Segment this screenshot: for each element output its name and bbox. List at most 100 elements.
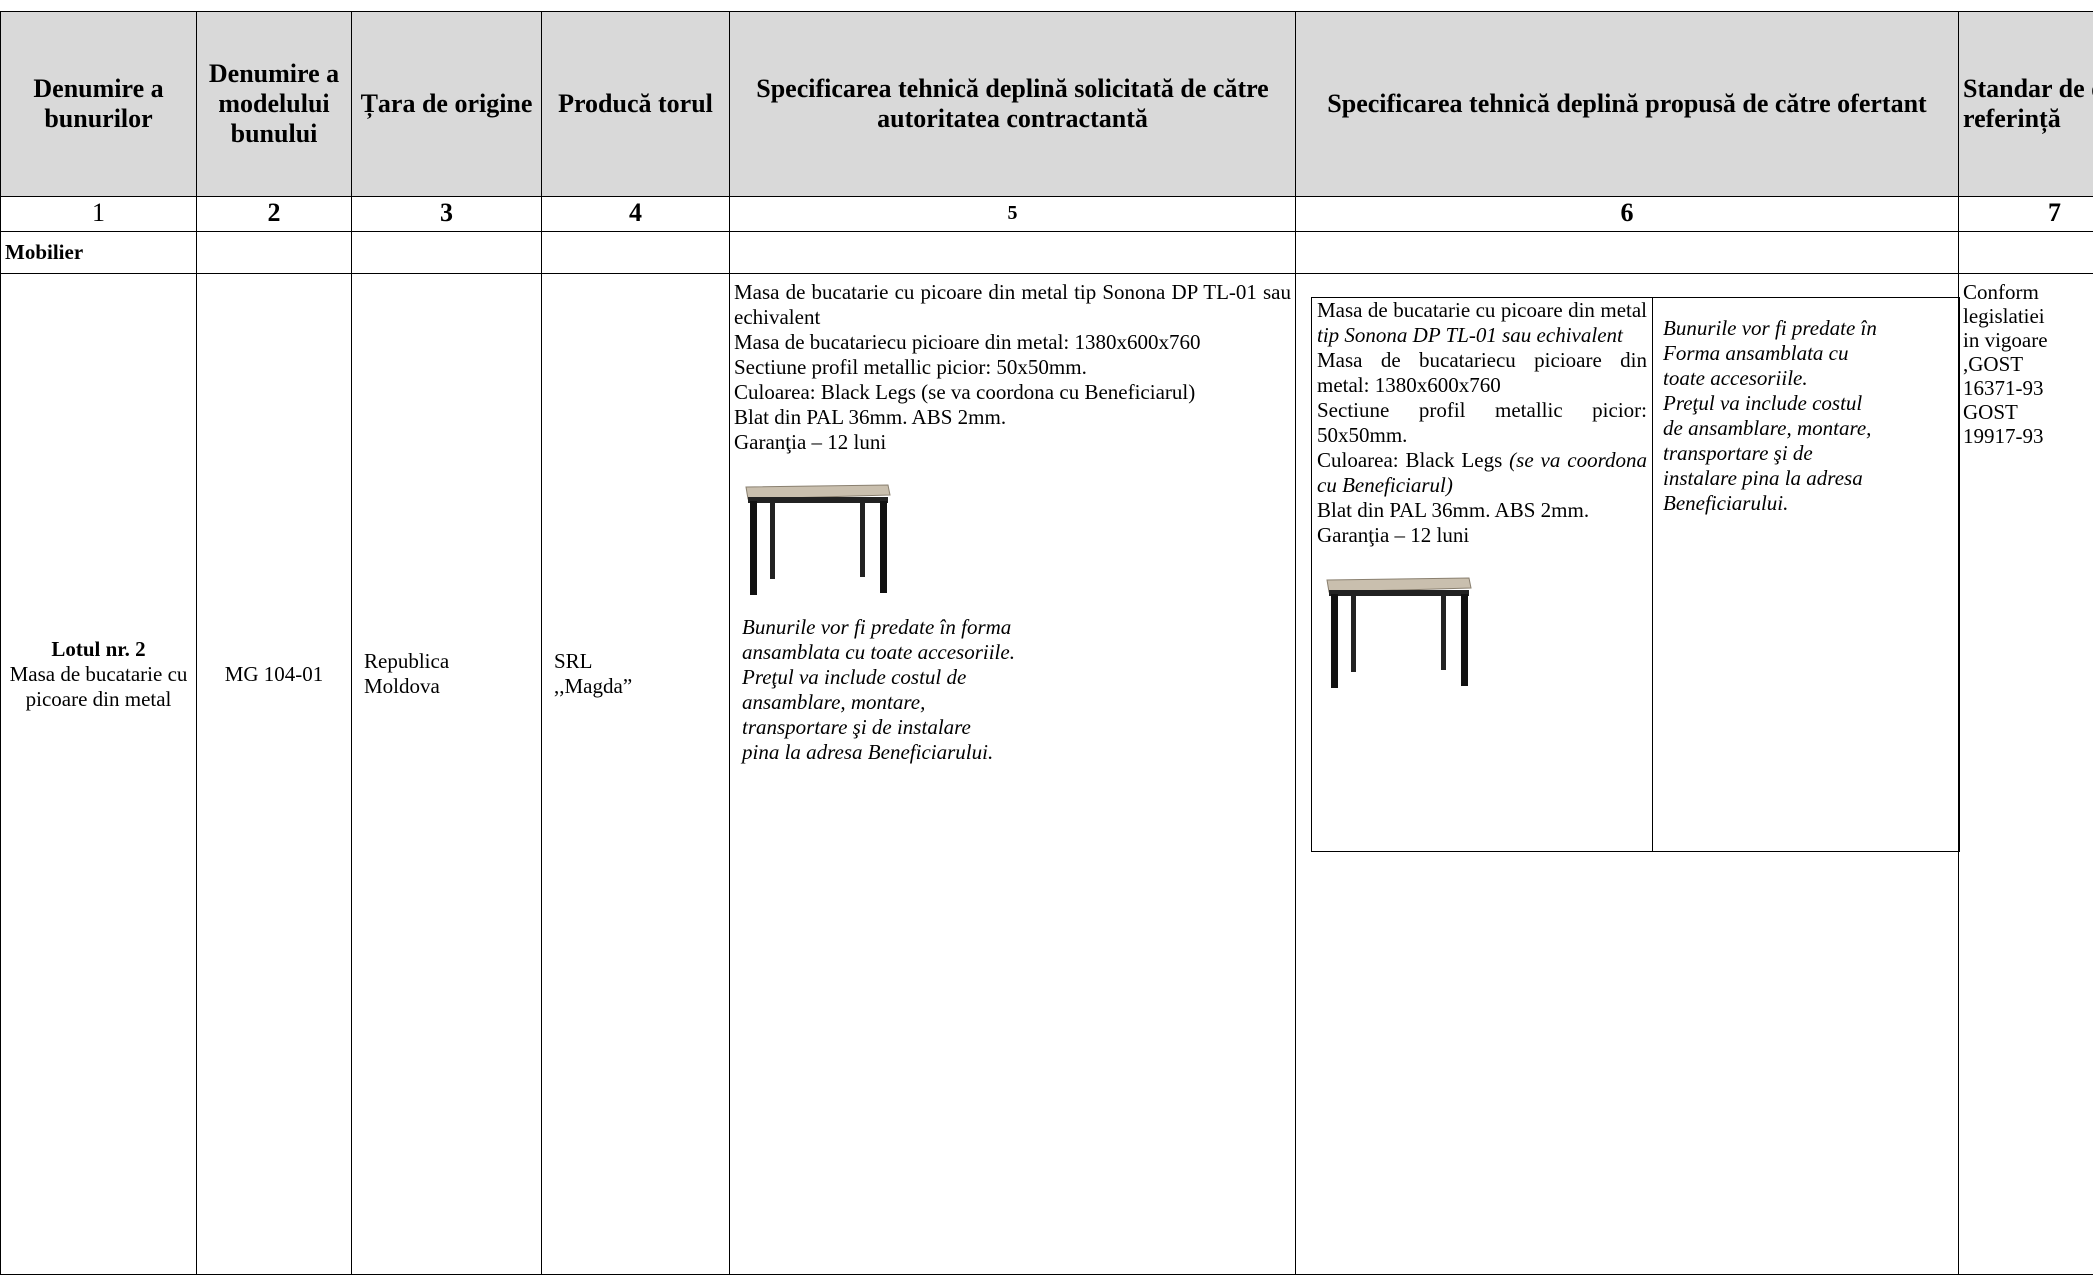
table-image (1321, 568, 1481, 698)
text-part: Masa de bucatariecu picioare din metal: … (734, 330, 1201, 354)
text-line: Sectiune profil metallic picior: 50x50mm… (1317, 398, 1647, 448)
producer: SRL ,,Magda” (554, 649, 664, 699)
text-part: tip Sonona DP TL-01 sau echivalent (1317, 323, 1623, 347)
text-part: Garanţia – 12 luni (1317, 523, 1469, 547)
number-cell: 3 (352, 197, 542, 232)
text-line: transportare şi de instalare (742, 715, 1291, 740)
text-part: transportare şi de (1663, 441, 1813, 465)
header-cell: Specificarea tehnică deplină solicitată … (730, 12, 1296, 197)
text-line: Masa de bucatarie cu picoare din metal t… (734, 280, 1291, 330)
text-part: Preţul va include costul de (742, 665, 966, 689)
text-part: pina la adresa Beneficiarului. (742, 740, 993, 764)
text-part: Culoarea: Black Legs (se va coordona cu … (734, 380, 1195, 404)
text-part: Preţul va include costul (1663, 391, 1862, 415)
lot-title: Lotul nr. 2 (5, 637, 192, 662)
number-cell: 2 (197, 197, 352, 232)
text-line: Sectiune profil metallic picior: 50x50mm… (734, 355, 1291, 380)
header-cell: Țara de origine (352, 12, 542, 197)
producer-cell: SRL ,,Magda” (542, 274, 730, 1275)
text-part: Garanţia – 12 luni (734, 430, 886, 454)
text-part: instalare pina la adresa (1663, 466, 1863, 490)
text-line: toate accesoriile. (1663, 366, 1949, 391)
text-line: Garanţia – 12 luni (1317, 523, 1647, 548)
offered-box: Masa de bucatarie cu picoare din metal t… (1311, 297, 1960, 852)
text-line: Forma ansamblata cu (1663, 341, 1949, 366)
text-line: Bunurile vor fi predate în forma (742, 615, 1291, 640)
cell (1296, 232, 1959, 274)
text-part: Sectiune profil metallic picior: 50x50mm… (1317, 398, 1647, 447)
cell (730, 232, 1296, 274)
number-row: 1 2 3 4 5 6 7 (1, 197, 2093, 232)
spec-required-cell: Masa de bucatarie cu picoare din metal t… (730, 274, 1296, 1275)
text-line: Preţul va include costul de (742, 665, 1291, 690)
text-line: Preţul va include costul (1663, 391, 1949, 416)
cell (197, 232, 352, 274)
text-part: Culoarea: Black Legs (1317, 448, 1509, 472)
text-line: 16371-93 (1963, 376, 2093, 400)
text-part: Blat din PAL 36mm. ABS 2mm. (734, 405, 1006, 429)
text-line: in vigoare (1963, 328, 2093, 352)
text-line: legislatiei (1963, 304, 2093, 328)
text-line: Masa de bucatarie cu picoare din metal t… (1317, 298, 1647, 348)
text-part: Forma ansamblata cu (1663, 341, 1849, 365)
text-part: toate accesoriile. (1663, 366, 1808, 390)
text-line: instalare pina la adresa (1663, 466, 1949, 491)
model-cell: MG 104-01 (197, 274, 352, 1275)
text-line: Garanţia – 12 luni (734, 430, 1291, 455)
cell (542, 232, 730, 274)
page: Denumire a bunurilor Denumire a modelulu… (0, 0, 2093, 907)
number-cell: 7 (1959, 197, 2093, 232)
table-image (740, 475, 900, 605)
text-part: Sectiune profil metallic picior: 50x50mm… (734, 355, 1087, 379)
spec-lines: Masa de bucatarie cu picoare din metal t… (734, 280, 1291, 455)
text-line: pina la adresa Beneficiarului. (742, 740, 1291, 765)
text-line: transportare şi de (1663, 441, 1949, 466)
origin: Republica Moldova (364, 649, 474, 699)
section-row: Mobilier (1, 232, 2093, 274)
text-part: Bunurile vor fi predate în forma (742, 615, 1011, 639)
number-cell: 6 (1296, 197, 1959, 232)
text-line: Culoarea: Black Legs (se va coordona cu … (1317, 448, 1647, 498)
model: MG 104-01 (225, 662, 324, 686)
lot-desc: Masa de bucatarie cu picoare din metal (5, 662, 192, 712)
text-part: de ansamblare, montare, (1663, 416, 1871, 440)
lot-cell: Lotul nr. 2 Masa de bucatarie cu picoare… (1, 274, 197, 1275)
header-row: Denumire a bunurilor Denumire a modelulu… (1, 12, 2093, 197)
header-cell: Denumire a bunurilor (1, 12, 197, 197)
text-part: Blat din PAL 36mm. ABS 2mm. (1317, 498, 1589, 522)
header-cell: Specificarea tehnică deplină propusă de … (1296, 12, 1959, 197)
text-line: Conform (1963, 280, 2093, 304)
text-line: 19917-93 (1963, 424, 2093, 448)
text-line: ,GOST (1963, 352, 2093, 376)
text-line: GOST (1963, 400, 2093, 424)
number-cell: 1 (1, 197, 197, 232)
header-cell: Denumire a modelului bunului (197, 12, 352, 197)
offered-spec: Masa de bucatarie cu picoare din metal t… (1312, 298, 1653, 851)
text-part: transportare şi de instalare (742, 715, 971, 739)
text-line: ansamblata cu toate accesoriile. (742, 640, 1291, 665)
origin-cell: Republica Moldova (352, 274, 542, 1275)
header-cell: Producă torul (542, 12, 730, 197)
header-cell: Standar de de referință (1959, 12, 2093, 197)
cell (1959, 232, 2093, 274)
number-cell: 5 (730, 197, 1296, 232)
text-line: Blat din PAL 36mm. ABS 2mm. (1317, 498, 1647, 523)
text-line: de ansamblare, montare, (1663, 416, 1949, 441)
text-line: Bunurile vor fi predate în (1663, 316, 1949, 341)
text-part: Masa de bucatariecu picioare din metal: … (1317, 348, 1647, 397)
offered-lines: Masa de bucatarie cu picoare din metal t… (1317, 298, 1647, 548)
number-cell: 4 (542, 197, 730, 232)
text-part: Masa de bucatarie cu picoare din metal t… (734, 280, 1291, 329)
cell (352, 232, 542, 274)
text-line: Culoarea: Black Legs (se va coordona cu … (734, 380, 1291, 405)
text-part: Beneficiarului. (1663, 491, 1788, 515)
text-line: Blat din PAL 36mm. ABS 2mm. (734, 405, 1291, 430)
text-part: ansamblata cu toate accesoriile. (742, 640, 1015, 664)
text-part: ansamblare, montare, (742, 690, 925, 714)
text-line: Masa de bucatariecu picioare din metal: … (1317, 348, 1647, 398)
